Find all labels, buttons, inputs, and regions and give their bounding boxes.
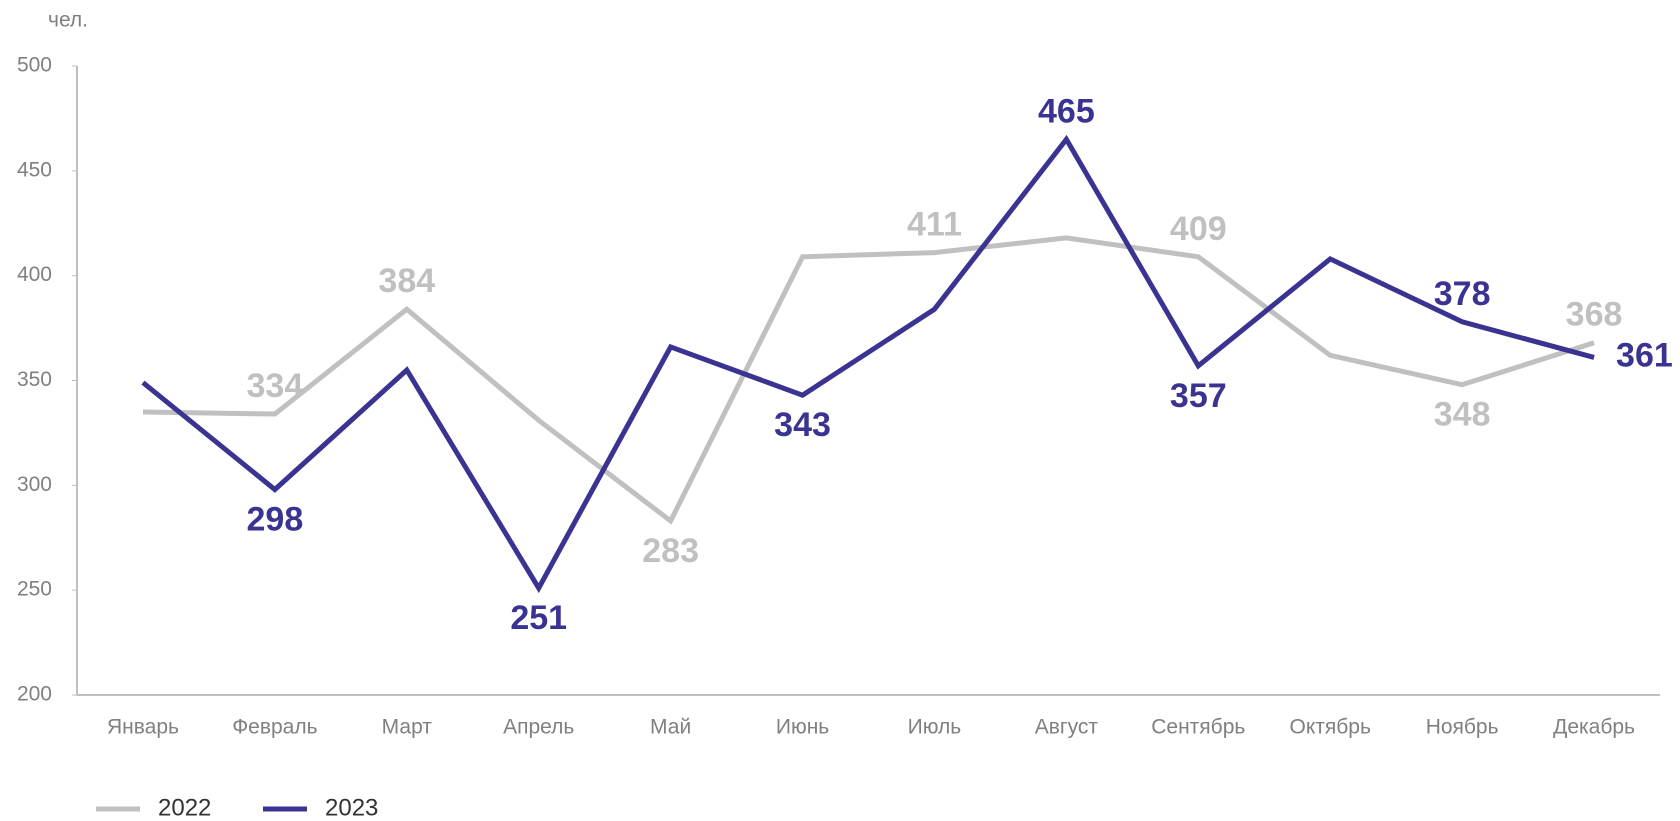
y-tick-label: 400	[17, 263, 52, 286]
x-tick-label: Август	[1035, 716, 1099, 739]
data-label: 409	[1170, 210, 1227, 248]
y-tick-label: 300	[17, 473, 52, 496]
x-tick-label: Сентябрь	[1151, 716, 1245, 739]
y-tick-label: 250	[17, 578, 52, 601]
x-tick-label: Ноябрь	[1426, 716, 1499, 739]
data-label: 378	[1434, 275, 1491, 313]
legend-label: 2022	[158, 794, 211, 821]
y-tick-label: 500	[17, 54, 52, 77]
y-tick-label: 450	[17, 158, 52, 181]
x-tick-label: Апрель	[503, 716, 574, 739]
data-label: 348	[1434, 396, 1491, 434]
data-label: 283	[642, 532, 699, 570]
series-line	[141, 134, 1595, 594]
legend-label: 2023	[325, 794, 378, 821]
x-tick-label: Январь	[107, 716, 179, 739]
data-label: 251	[510, 599, 567, 637]
data-label: 298	[247, 501, 304, 539]
data-label: 361	[1616, 336, 1673, 374]
x-tick-label: Июнь	[776, 716, 829, 739]
series-line	[142, 235, 1595, 525]
data-label: 368	[1566, 296, 1623, 334]
data-label: 465	[1038, 92, 1095, 130]
data-label: 357	[1170, 377, 1227, 415]
x-tick-label: Февраль	[232, 716, 317, 739]
data-label: 411	[907, 206, 962, 244]
x-tick-label: Декабрь	[1553, 716, 1635, 739]
data-label: 384	[378, 262, 435, 300]
x-tick-label: Май	[650, 716, 691, 739]
y-tick-label: 350	[17, 368, 52, 391]
data-label: 343	[774, 406, 831, 444]
x-tick-label: Октябрь	[1290, 716, 1371, 739]
x-tick-label: Март	[382, 716, 433, 739]
x-tick-label: Июль	[908, 716, 962, 739]
unit-label: чел.	[48, 9, 88, 32]
data-label: 334	[247, 367, 304, 405]
y-tick-label: 200	[17, 683, 52, 706]
